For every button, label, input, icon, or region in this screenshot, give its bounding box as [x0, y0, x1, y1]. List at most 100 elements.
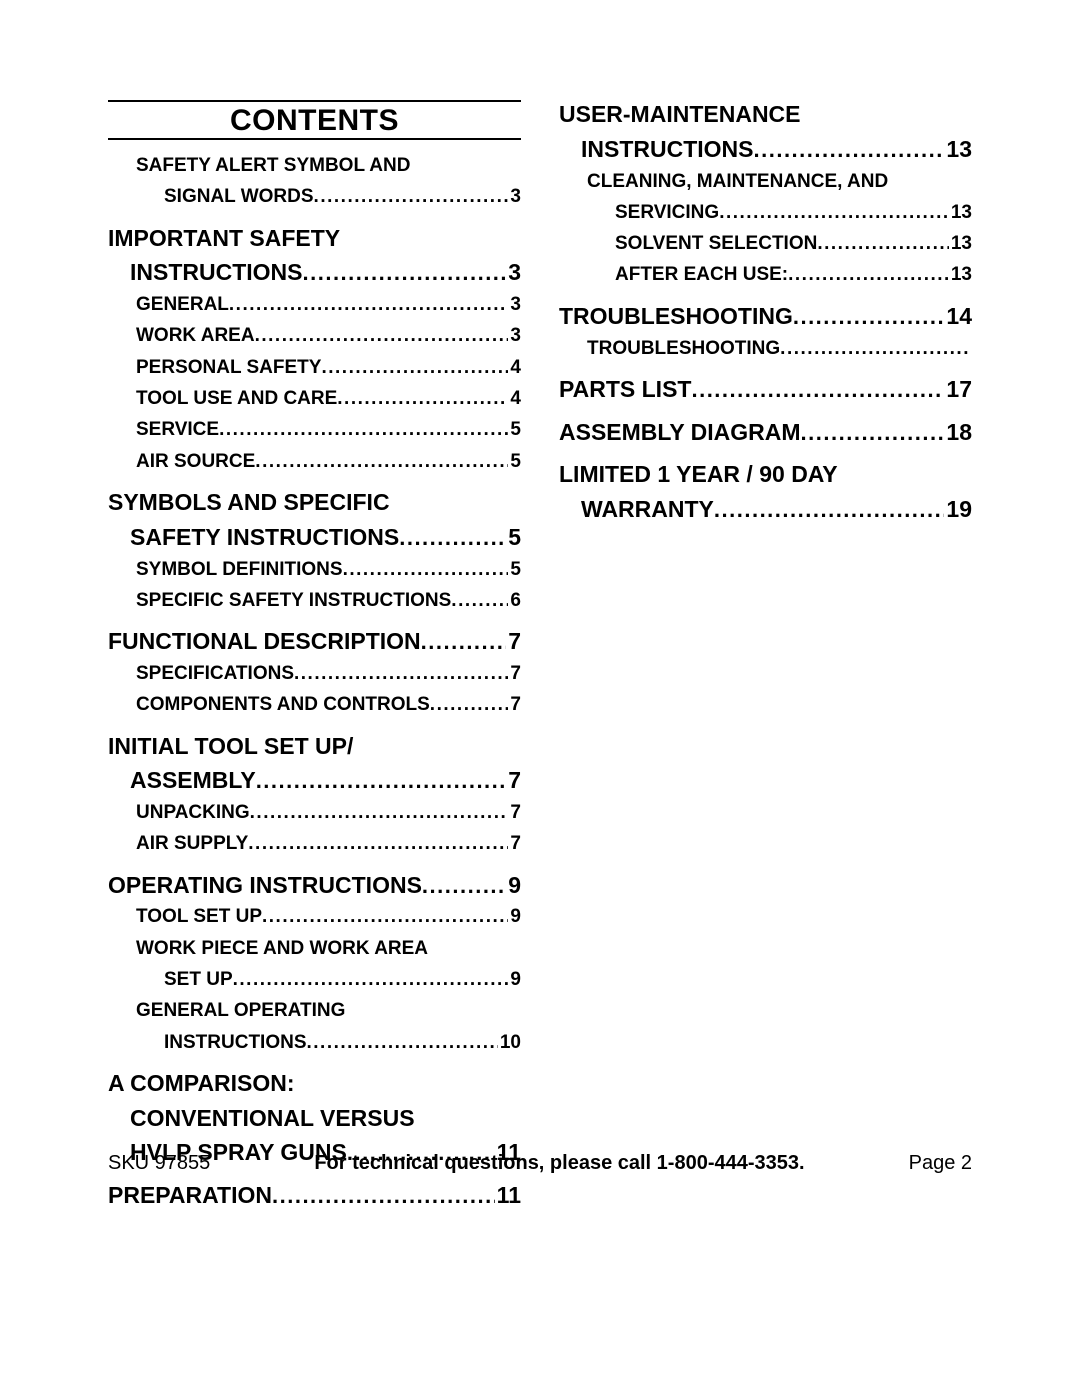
- toc-entry-label: AFTER EACH USE:: [615, 263, 788, 287]
- toc-entry: SERVICE5: [108, 418, 521, 442]
- toc-entry: AFTER EACH USE:13: [559, 263, 972, 287]
- toc-entry-label: SAFETY INSTRUCTIONS: [130, 523, 399, 552]
- toc-entry-label: INSTRUCTIONS: [581, 135, 754, 164]
- toc-dot-leader: [314, 185, 509, 209]
- toc-section-heading: ASSEMBLY 7: [108, 766, 521, 795]
- toc-entry-page: 6: [508, 589, 521, 613]
- toc-entry-label: PREPARATION: [108, 1181, 272, 1210]
- toc-dot-leader: [754, 135, 945, 164]
- toc-section-heading: FUNCTIONAL DESCRIPTION 7: [108, 627, 521, 656]
- toc-entry-page: 9: [508, 905, 521, 929]
- toc-entry-page: 11: [495, 1181, 521, 1210]
- toc-entry-label: LIMITED 1 YEAR / 90 DAY: [559, 460, 838, 489]
- toc-section-heading: LIMITED 1 YEAR / 90 DAY: [559, 460, 972, 489]
- toc-dot-leader: [229, 293, 509, 317]
- toc-entry-label: SIGNAL WORDS: [164, 185, 314, 209]
- toc-dot-leader: [337, 387, 508, 411]
- toc-section-heading: INSTRUCTIONS13: [559, 135, 972, 164]
- footer-sku: SKU 97855: [108, 1152, 210, 1175]
- toc-dot-leader: [817, 232, 949, 256]
- toc-dot-leader: [255, 324, 509, 348]
- toc-entry-page: 9: [508, 968, 521, 992]
- toc-entry-label: USER-MAINTENANCE: [559, 100, 801, 129]
- toc-entry-label: PERSONAL SAFETY: [136, 356, 321, 380]
- toc-entry: SAFETY ALERT SYMBOL AND: [108, 154, 521, 178]
- page-footer: SKU 97855 For technical questions, pleas…: [108, 1152, 972, 1175]
- toc-dot-leader: [250, 801, 509, 825]
- toc-entry-page: 9: [506, 871, 521, 900]
- toc-entry-page: 7: [508, 801, 521, 825]
- toc-entry: SOLVENT SELECTION13: [559, 232, 972, 256]
- toc-entry-page: 7: [506, 766, 521, 795]
- toc-dot-leader: [307, 1031, 498, 1055]
- toc-section-heading: PARTS LIST17: [559, 375, 972, 404]
- toc-entry-label: FUNCTIONAL DESCRIPTION: [108, 627, 421, 656]
- toc-dot-leader: [793, 302, 945, 331]
- toc-column-left: CONTENTS SAFETY ALERT SYMBOL ANDSIGNAL W…: [108, 100, 521, 1216]
- toc-entry-label: INITIAL TOOL SET UP/: [108, 732, 353, 761]
- toc-entry-page: 3: [506, 258, 521, 287]
- toc-entry-label: WORK PIECE AND WORK AREA: [136, 937, 428, 961]
- toc-dot-leader: [272, 1181, 495, 1210]
- toc-entry: COMPONENTS AND CONTROLS7: [108, 693, 521, 717]
- toc-entry-page: 5: [506, 523, 521, 552]
- toc-dot-leader: [691, 375, 944, 404]
- toc-entry: SPECIFICATIONS7: [108, 662, 521, 686]
- page: CONTENTS SAFETY ALERT SYMBOL ANDSIGNAL W…: [0, 0, 1080, 1397]
- toc-entry-label: OPERATING INSTRUCTIONS: [108, 871, 422, 900]
- toc-entry-label: SOLVENT SELECTION: [615, 232, 817, 256]
- toc-entry: SPECIFIC SAFETY INSTRUCTIONS6: [108, 589, 521, 613]
- toc-entry-label: SYMBOLS AND SPECIFIC: [108, 488, 390, 517]
- toc-dot-leader: [399, 523, 506, 552]
- toc-dot-leader: [303, 258, 507, 287]
- toc-section-heading: PREPARATION 11: [108, 1181, 521, 1210]
- toc-columns: CONTENTS SAFETY ALERT SYMBOL ANDSIGNAL W…: [108, 100, 972, 1216]
- toc-entry-page: 3: [508, 293, 521, 317]
- toc-entry: SYMBOL DEFINITIONS5: [108, 558, 521, 582]
- toc-entry-label: GENERAL OPERATING: [136, 999, 345, 1023]
- toc-entry-page: 7: [508, 693, 521, 717]
- toc-entry-page: 10: [498, 1031, 521, 1055]
- toc-entry-page: 4: [508, 356, 521, 380]
- toc-entry: SERVICING13: [559, 201, 972, 225]
- toc-section-heading: INITIAL TOOL SET UP/: [108, 732, 521, 761]
- toc-dot-leader: [233, 968, 509, 992]
- toc-entry-label: GENERAL: [136, 293, 229, 317]
- toc-entry-page: 4: [508, 387, 521, 411]
- toc-entry-label: IMPORTANT SAFETY: [108, 224, 340, 253]
- toc-entry: SET UP 9: [108, 968, 521, 992]
- toc-dot-leader: [421, 627, 507, 656]
- toc-entry-label: AIR SUPPLY: [136, 832, 248, 856]
- toc-entry-label: SET UP: [164, 968, 233, 992]
- toc-dot-leader: [248, 832, 508, 856]
- toc-entry-label: SPECIFICATIONS: [136, 662, 294, 686]
- toc-entry-label: ASSEMBLY DIAGRAM: [559, 418, 801, 447]
- footer-support-text: For technical questions, please call 1-8…: [210, 1152, 908, 1175]
- toc-entry: GENERAL OPERATING: [108, 999, 521, 1023]
- toc-entry-label: CONVENTIONAL VERSUS: [130, 1104, 415, 1133]
- toc-entry-label: TROUBLESHOOTING: [559, 302, 793, 331]
- toc-dot-leader: [294, 662, 508, 686]
- toc-entry-page: 3: [508, 185, 521, 209]
- toc-entry: SIGNAL WORDS 3: [108, 185, 521, 209]
- toc-dot-leader: [422, 871, 506, 900]
- toc-section-heading: WARRANTY19: [559, 495, 972, 524]
- toc-entry-label: TROUBLESHOOTING: [587, 337, 780, 361]
- toc-entry-label: WARRANTY: [581, 495, 714, 524]
- toc-entry-page: 7: [506, 627, 521, 656]
- toc-entry: AIR SOURCE5: [108, 450, 521, 474]
- toc-entry-page: 14: [944, 302, 972, 331]
- toc-entry-label: CLEANING, MAINTENANCE, AND: [587, 170, 888, 194]
- toc-entry-label: AIR SOURCE: [136, 450, 255, 474]
- toc-dot-leader: [719, 201, 949, 225]
- toc-entry-label: WORK AREA: [136, 324, 255, 348]
- toc-entry-page: 17: [944, 375, 972, 404]
- toc-section-heading: USER-MAINTENANCE: [559, 100, 972, 129]
- toc-column-right: USER-MAINTENANCE INSTRUCTIONS13 CLEANING, …: [559, 100, 972, 1216]
- toc-entry: UNPACKING7: [108, 801, 521, 825]
- toc-entry-label: TOOL USE AND CARE: [136, 387, 337, 411]
- toc-entry-label: ASSEMBLY: [130, 766, 256, 795]
- toc-entry: TOOL SET UP9: [108, 905, 521, 929]
- toc-entry-page: 5: [508, 418, 521, 442]
- toc-dot-leader: [430, 693, 509, 717]
